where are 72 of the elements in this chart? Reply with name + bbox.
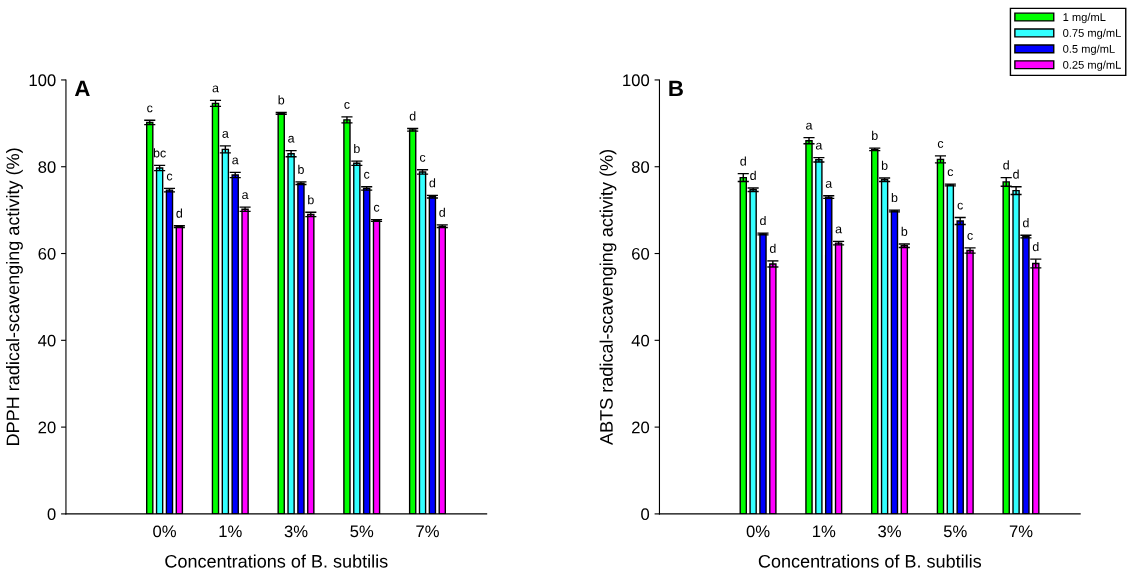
annotation: a <box>242 192 249 200</box>
annotation: c <box>147 105 153 113</box>
annotation: d <box>1013 169 1019 179</box>
y-tick-label: 80 <box>38 161 56 173</box>
legend-label: 1 mg/mL <box>1063 12 1106 24</box>
y-tick-label: 80 <box>631 161 650 173</box>
annotation: b <box>278 95 285 105</box>
annotation: d <box>740 156 746 166</box>
annotation: d <box>1022 218 1029 228</box>
annotation: c <box>419 154 426 162</box>
x-tick-label: 1% <box>813 525 836 538</box>
x-tick-label: 7% <box>416 525 439 538</box>
y-axis-title: DPPH radical-scavenging activity (%) <box>6 148 23 445</box>
annotation: d <box>760 215 766 226</box>
annotation: d <box>176 208 183 218</box>
annotation: a <box>825 180 833 188</box>
y-tick-label: 60 <box>632 247 650 260</box>
annotation: d <box>1003 160 1009 170</box>
annotation: a <box>212 85 219 93</box>
legend-label: 0.25 mg/mL <box>1063 60 1121 71</box>
annotation: c <box>373 204 380 212</box>
x-tick-label: 3% <box>878 525 901 538</box>
y-axis-title: ABTS radical-scavenging activity (%) <box>599 150 617 445</box>
annotation: a <box>288 135 295 143</box>
annotation: c <box>947 169 954 177</box>
annotation: d <box>769 243 776 253</box>
chart-title: A <box>74 80 90 97</box>
annotation: b <box>308 195 314 205</box>
x-tick-label: 7% <box>1009 525 1033 538</box>
annotation: b <box>901 226 908 236</box>
annotation: a <box>806 122 813 130</box>
x-axis-title: Concentrations of B. subtilis <box>165 554 388 568</box>
y-tick-label: 0 <box>641 508 650 521</box>
x-tick-label: 1% <box>219 525 242 538</box>
x-axis-title: Concentrations of B. subtilis <box>758 554 982 568</box>
y-tick-label: 40 <box>38 334 56 347</box>
x-tick-label: 0% <box>746 525 770 538</box>
x-tick-label: 5% <box>943 525 967 538</box>
x-tick-label: 5% <box>350 525 374 538</box>
annotation: c <box>344 101 350 109</box>
y-tick-label: 60 <box>38 247 56 260</box>
annotation: b <box>881 160 888 170</box>
y-tick-label: 100 <box>623 74 650 87</box>
annotation: bc <box>153 148 166 158</box>
annotation: a <box>232 157 239 165</box>
annotation: b <box>872 130 878 141</box>
annotation: b <box>298 164 304 174</box>
annotation: c <box>937 141 944 148</box>
y-tick-label: 40 <box>631 334 650 347</box>
annotation: b <box>891 192 898 203</box>
y-tick-label: 20 <box>632 421 650 434</box>
annotation: c <box>957 202 963 210</box>
annotation: c <box>967 233 973 240</box>
annotation: d <box>429 178 436 188</box>
x-tick-label: 0% <box>153 525 176 538</box>
annotation: d <box>750 170 756 180</box>
x-tick-label: 3% <box>284 525 308 538</box>
annotation: b <box>354 143 360 154</box>
annotation: d <box>409 111 416 121</box>
annotation: a <box>815 142 823 150</box>
annotation: a <box>835 226 843 234</box>
annotation: d <box>439 207 445 217</box>
y-tick-label: 100 <box>29 74 56 87</box>
chart-title: B <box>669 80 683 97</box>
legend-label: 0.75 mg/mL <box>1063 28 1121 40</box>
y-tick-label: 20 <box>38 421 56 434</box>
annotation: c <box>166 173 173 181</box>
annotation: d <box>1032 241 1039 252</box>
y-tick-label: 0 <box>47 508 56 521</box>
legend-label: 0.5 mg/mL <box>1063 44 1115 56</box>
annotation: a <box>222 131 229 138</box>
annotation: c <box>364 171 370 179</box>
